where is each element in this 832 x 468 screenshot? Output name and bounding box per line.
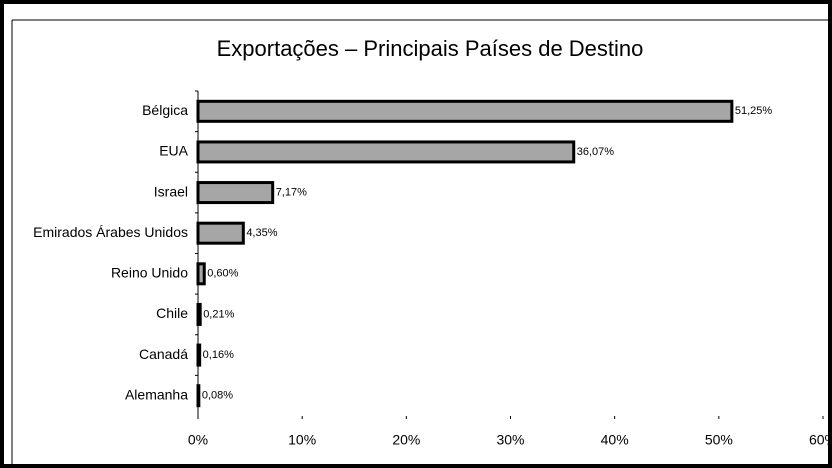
bar (196, 99, 734, 123)
value-label: 7,17% (276, 186, 307, 198)
y-tick-label: Israel (154, 183, 188, 199)
bar (196, 262, 206, 286)
x-tick-label: 40% (601, 432, 629, 448)
value-label: 0,60% (207, 268, 238, 280)
value-label: 36,07% (577, 146, 615, 158)
x-tick-label: 20% (392, 432, 420, 448)
y-tick-label: Chile (156, 305, 188, 321)
value-label: 0,08% (202, 390, 233, 402)
bar (196, 221, 245, 245)
x-tick-label: 60% (809, 432, 832, 448)
y-tick-label: Bélgica (142, 102, 188, 118)
y-tick-label: Emirados Árabes Unidos (33, 224, 188, 240)
bar (196, 181, 275, 205)
y-tick-label: EUA (159, 143, 188, 159)
y-tick-label: Reino Unido (111, 265, 188, 281)
y-tick-label: Canadá (139, 346, 188, 362)
bar (196, 302, 202, 326)
x-tick-label: 0% (188, 432, 208, 448)
value-label: 4,35% (246, 227, 277, 239)
bar (196, 140, 576, 164)
chart-title: Exportações – Principais Países de Desti… (217, 36, 644, 61)
x-tick-label: 10% (288, 432, 316, 448)
bar (196, 384, 201, 408)
y-tick-label: Alemanha (125, 386, 188, 402)
value-label: 51,25% (735, 105, 773, 117)
x-tick-label: 30% (496, 432, 524, 448)
value-label: 0,16% (203, 349, 234, 361)
value-label: 0,21% (203, 308, 234, 320)
x-tick-label: 50% (705, 432, 733, 448)
bar (196, 343, 202, 367)
